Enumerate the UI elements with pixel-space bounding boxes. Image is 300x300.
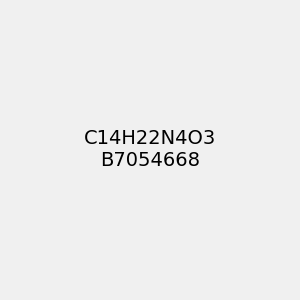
Text: C14H22N4O3
B7054668: C14H22N4O3 B7054668 xyxy=(84,130,216,170)
